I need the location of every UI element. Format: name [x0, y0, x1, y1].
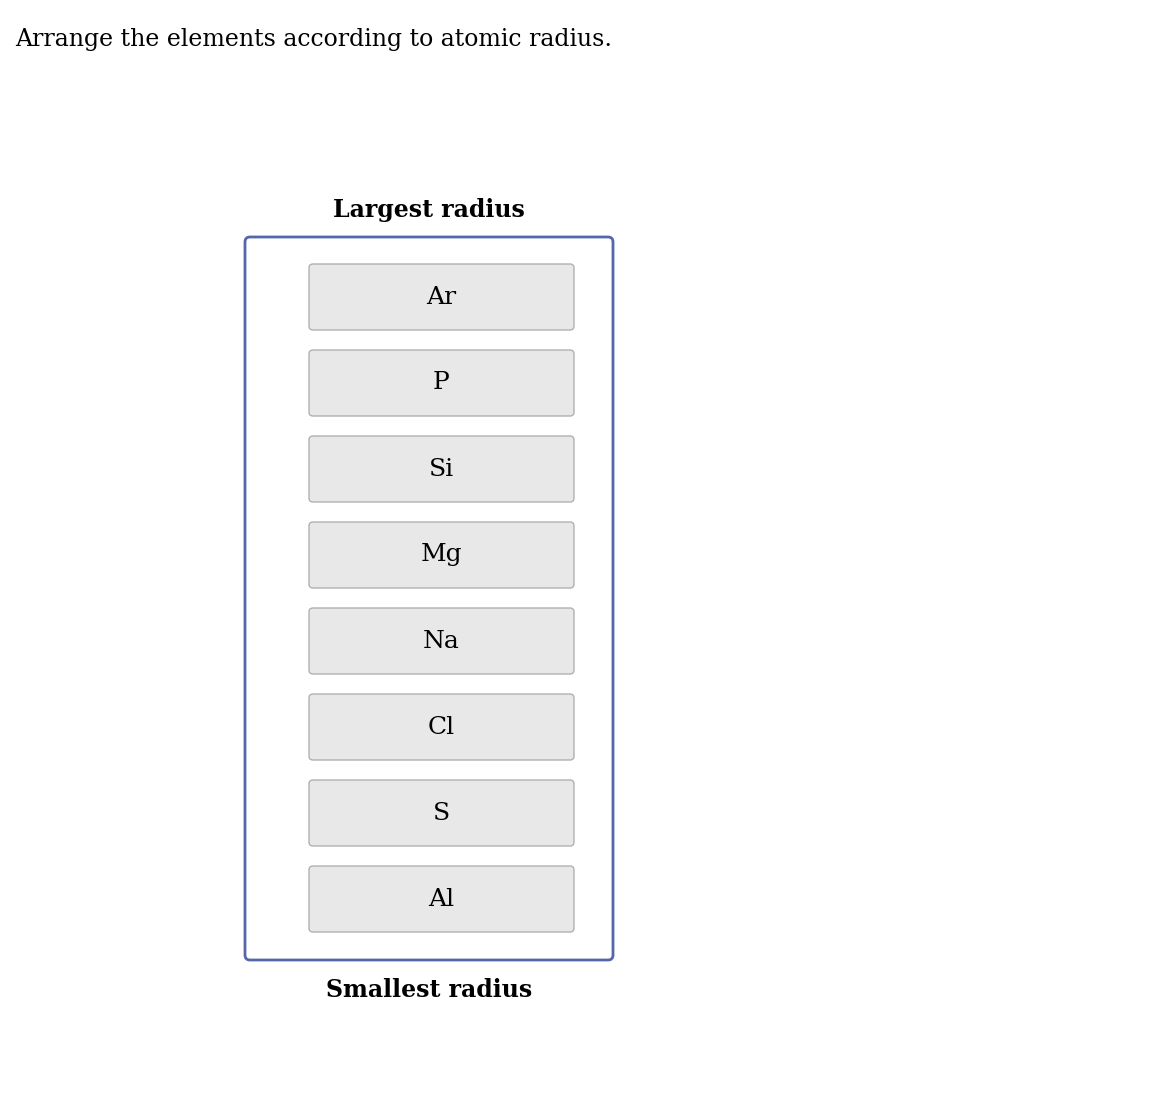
Text: P: P	[433, 372, 449, 394]
Text: Na: Na	[424, 630, 460, 652]
FancyBboxPatch shape	[309, 349, 574, 416]
FancyBboxPatch shape	[309, 695, 574, 760]
FancyBboxPatch shape	[309, 780, 574, 846]
FancyBboxPatch shape	[309, 866, 574, 932]
FancyBboxPatch shape	[309, 264, 574, 329]
Text: Ar: Ar	[426, 286, 456, 308]
Text: Largest radius: Largest radius	[333, 198, 525, 221]
FancyBboxPatch shape	[309, 436, 574, 502]
FancyBboxPatch shape	[245, 237, 613, 961]
Text: S: S	[433, 801, 450, 825]
Text: Cl: Cl	[428, 716, 455, 739]
FancyBboxPatch shape	[309, 522, 574, 588]
Text: Arrange the elements according to atomic radius.: Arrange the elements according to atomic…	[15, 28, 612, 51]
Text: Al: Al	[428, 887, 455, 910]
Text: Si: Si	[429, 457, 454, 481]
Text: Mg: Mg	[420, 543, 462, 567]
Text: Smallest radius: Smallest radius	[326, 978, 532, 1002]
FancyBboxPatch shape	[309, 608, 574, 674]
